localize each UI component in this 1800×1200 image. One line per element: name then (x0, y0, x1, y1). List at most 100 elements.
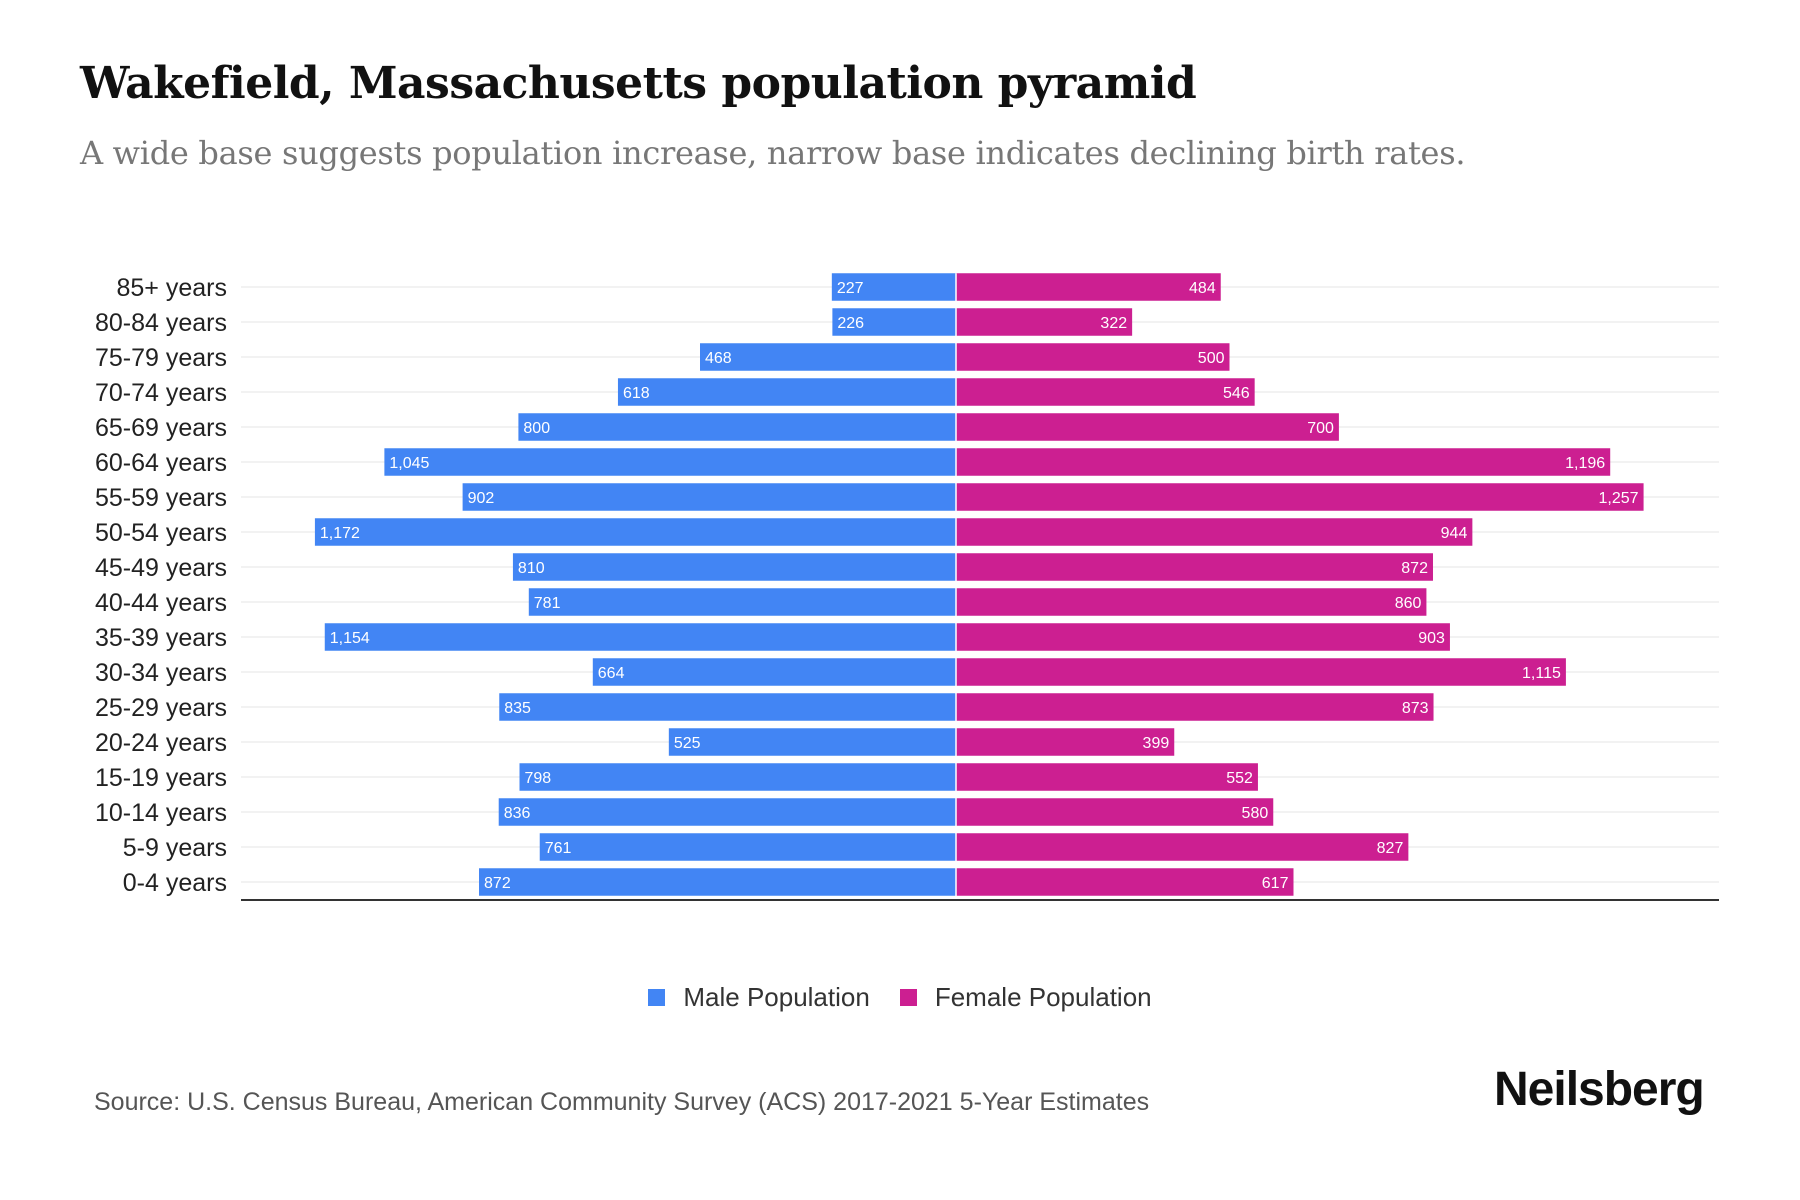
category-label: 75-79 years (95, 344, 227, 372)
bar-female (956, 623, 1450, 651)
data-label-male: 1,045 (389, 455, 429, 472)
data-label-female: 484 (1189, 280, 1216, 297)
data-label-female: 944 (1441, 525, 1468, 542)
data-label-female: 1,196 (1565, 455, 1605, 472)
data-label-male: 902 (468, 490, 495, 507)
bar-male (592, 658, 956, 686)
legend-item-female: Female Population (899, 982, 1152, 1013)
bar-female (956, 413, 1339, 441)
data-label-male: 618 (623, 385, 650, 402)
data-label-male: 227 (837, 280, 864, 297)
category-label: 80-84 years (95, 309, 227, 337)
data-label-female: 860 (1395, 595, 1422, 612)
bar-male (519, 763, 956, 791)
category-label: 20-24 years (95, 729, 227, 757)
source-note: Source: U.S. Census Bureau, American Com… (94, 1088, 1150, 1116)
data-label-male: 468 (705, 350, 732, 367)
data-label-male: 761 (545, 840, 572, 857)
data-label-male: 664 (598, 665, 625, 682)
population-pyramid-chart: 85+ years 227 484 80-84 years 226 322 75-79 ye… (95, 273, 1719, 901)
data-label-male: 798 (524, 770, 551, 787)
data-label-male: 872 (484, 875, 511, 892)
bar-female (956, 378, 1255, 406)
category-label: 25-29 years (95, 694, 227, 722)
category-label: 85+ years (117, 274, 228, 302)
category-label: 10-14 years (95, 799, 227, 827)
bar-female (956, 273, 1221, 301)
bar-male (617, 378, 956, 406)
category-label: 40-44 years (95, 589, 227, 617)
chart-subtitle: A wide base suggests population increase… (80, 134, 1466, 172)
data-label-female: 617 (1262, 875, 1289, 892)
bar-male (539, 833, 956, 861)
data-label-female: 903 (1418, 630, 1445, 647)
data-label-male: 1,172 (320, 525, 360, 542)
bar-male (528, 588, 956, 616)
category-label: 5-9 years (123, 834, 227, 862)
category-label: 50-54 years (95, 519, 227, 547)
category-label: 45-49 years (95, 554, 227, 582)
bar-male (324, 623, 957, 651)
legend-label-male: Male Population (683, 982, 870, 1012)
bar-female (956, 658, 1566, 686)
legend-swatch-female (899, 989, 917, 1006)
data-label-male: 835 (504, 700, 531, 717)
bar-male (499, 693, 956, 721)
category-label: 55-59 years (95, 484, 227, 512)
bar-male (314, 518, 956, 546)
bar-male (512, 553, 956, 581)
category-label: 65-69 years (95, 414, 227, 442)
bar-female (956, 448, 1611, 476)
bar-female (956, 868, 1294, 896)
category-label: 30-34 years (95, 659, 227, 687)
bar-female (956, 553, 1433, 581)
bar-female (956, 763, 1258, 791)
bar-female (956, 518, 1473, 546)
legend-label-female: Female Population (934, 982, 1152, 1012)
data-label-male: 810 (518, 560, 545, 577)
data-label-female: 700 (1307, 420, 1334, 437)
data-label-female: 580 (1242, 805, 1269, 822)
legend: Male Population Female Population (0, 982, 1800, 1013)
category-label: 70-74 years (95, 379, 227, 407)
bar-male (518, 413, 956, 441)
bar-female (956, 588, 1427, 616)
bar-female (956, 308, 1133, 336)
data-label-male: 836 (504, 805, 531, 822)
category-label: 60-64 years (95, 449, 227, 477)
data-label-male: 781 (534, 595, 561, 612)
category-label: 0-4 years (123, 869, 227, 897)
bar-male (462, 483, 956, 511)
data-label-male: 525 (674, 735, 701, 752)
data-label-male: 1,154 (330, 630, 370, 647)
bar-female (956, 693, 1434, 721)
category-label: 15-19 years (95, 764, 227, 792)
bar-male (384, 448, 956, 476)
legend-item-male: Male Population (648, 982, 870, 1013)
data-label-female: 827 (1377, 840, 1404, 857)
bar-male (831, 273, 956, 301)
data-label-female: 500 (1198, 350, 1225, 367)
data-label-male: 800 (523, 420, 550, 437)
data-label-female: 1,115 (1522, 665, 1561, 682)
data-label-female: 322 (1100, 315, 1127, 332)
data-label-male: 226 (837, 315, 864, 332)
data-label-female: 399 (1143, 735, 1170, 752)
bar-female (956, 798, 1274, 826)
data-label-female: 873 (1402, 700, 1429, 717)
bar-male (668, 728, 956, 756)
bar-male (832, 308, 956, 336)
data-label-female: 872 (1401, 560, 1428, 577)
bar-male (498, 798, 956, 826)
bar-female (956, 833, 1409, 861)
bar-male (479, 868, 956, 896)
bar-female (956, 483, 1644, 511)
data-label-female: 552 (1226, 770, 1253, 787)
bar-female (956, 728, 1175, 756)
category-label: 35-39 years (95, 624, 227, 652)
legend-swatch-male (648, 989, 666, 1006)
bar-female (956, 343, 1230, 371)
data-label-female: 1,257 (1599, 490, 1639, 507)
neilsberg-logo: Neilsberg (1494, 1063, 1705, 1116)
data-label-female: 546 (1223, 385, 1250, 402)
